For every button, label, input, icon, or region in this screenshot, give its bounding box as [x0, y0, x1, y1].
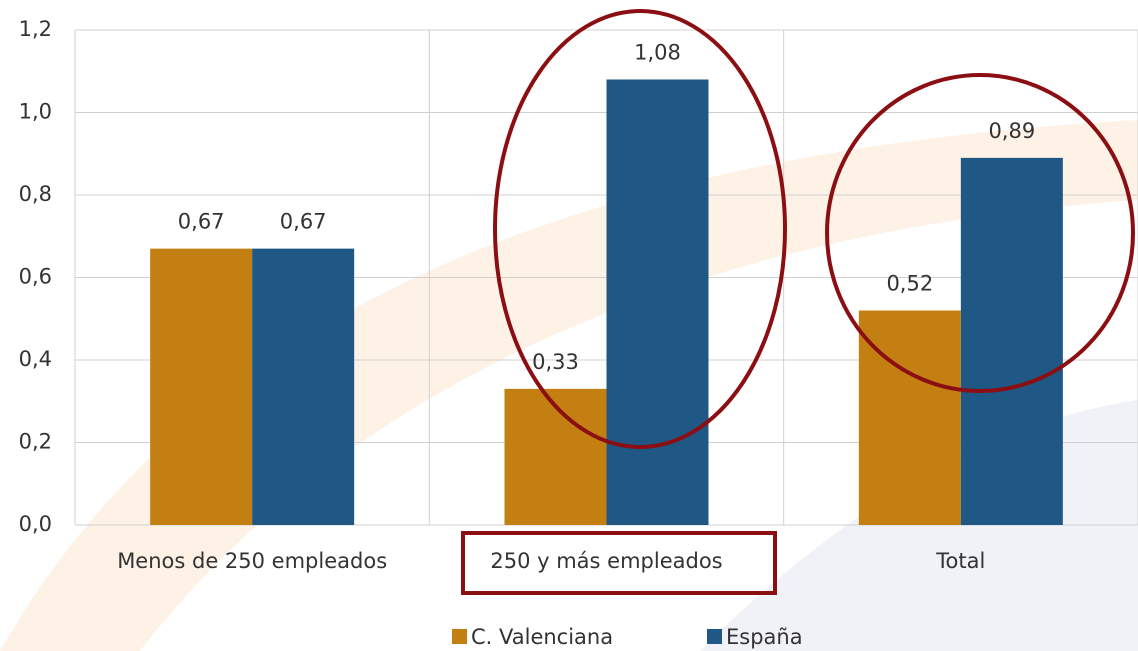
legend-swatch	[707, 629, 722, 644]
y-tick-label: 0,0	[19, 512, 52, 536]
highlight-box	[461, 531, 777, 595]
x-tick-label: Total	[935, 549, 985, 573]
annotations	[461, 9, 1135, 595]
bar	[252, 248, 355, 525]
plot: 0,0 0,2 0,4 0,6 0,8 1,0 1,2 Menos de 250 emplea…	[19, 17, 1138, 649]
value-label: 0,89	[988, 119, 1035, 143]
y-tick-label: 1,0	[19, 100, 52, 124]
value-label: 0,33	[532, 350, 579, 374]
y-tick-label: 0,2	[19, 430, 52, 454]
value-label: 0,67	[178, 210, 225, 234]
y-tick-label: 1,2	[19, 17, 52, 41]
value-label: 0,52	[886, 272, 933, 296]
bar	[960, 157, 1063, 525]
bar	[858, 310, 961, 525]
bar	[606, 79, 709, 525]
legend-label: España	[726, 625, 803, 649]
y-tick-label: 0,6	[19, 265, 52, 289]
bar	[504, 388, 607, 525]
legend-swatch	[452, 629, 467, 644]
x-tick-label: 250 y más empleados	[490, 549, 722, 573]
highlight-ellipse	[825, 73, 1135, 393]
value-label: 0,67	[280, 210, 327, 234]
bar	[150, 248, 253, 525]
x-tick-label: Menos de 250 empleados	[117, 549, 387, 573]
y-tick-label: 0,4	[19, 347, 52, 371]
value-label: 1,08	[634, 41, 681, 65]
y-tick-label: 0,8	[19, 182, 52, 206]
legend-label: C. Valenciana	[471, 625, 613, 649]
highlight-ellipse	[493, 9, 787, 449]
